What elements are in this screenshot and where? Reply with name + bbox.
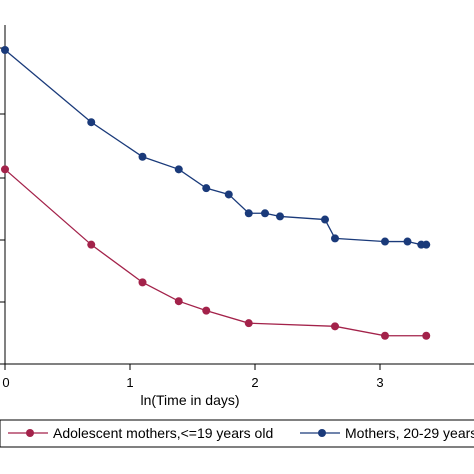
data-point: [1, 46, 9, 54]
data-point: [224, 190, 233, 199]
axes: [4, 25, 474, 365]
data-point: [244, 209, 253, 218]
series-line: [4, 49, 427, 246]
data-point: [174, 165, 183, 174]
legend: Adolescent mothers,<=19 years old Mothers…: [0, 419, 474, 448]
x-axis-title: ln(Time in days): [140, 392, 239, 408]
series-layer: [1, 46, 431, 340]
data-point: [1, 165, 9, 174]
data-point: [138, 278, 147, 287]
data-point: [202, 184, 211, 193]
data-point: [174, 297, 183, 306]
data-point: [331, 234, 339, 243]
data-point: [87, 118, 96, 127]
x-tick-label: 2: [251, 375, 258, 390]
series-2: [1, 46, 431, 249]
x-tick-label: 0: [2, 375, 9, 390]
data-point: [403, 237, 412, 246]
data-point: [422, 240, 431, 249]
legend-label: Adolescent mothers,<=19 years old: [53, 425, 273, 441]
data-point: [381, 237, 389, 246]
data-point: [261, 209, 269, 218]
legend-label: Mothers, 20-29 years: [345, 425, 474, 441]
data-point: [202, 306, 211, 315]
data-point: [87, 240, 96, 249]
x-tick-label: 1: [126, 375, 133, 390]
data-point: [422, 331, 431, 340]
legend-box: [0, 419, 474, 448]
legend-swatch-marker: [318, 429, 326, 437]
legend-swatch-marker: [26, 429, 34, 437]
data-point: [138, 152, 147, 161]
x-axis-ticks: 0 1 2 3: [2, 364, 384, 390]
y-axis-ticks: [0, 47, 5, 365]
series-1: [1, 165, 431, 340]
data-point: [381, 331, 389, 340]
data-point: [321, 215, 329, 224]
x-tick-label: 3: [376, 375, 383, 390]
data-point: [244, 319, 253, 328]
series-line: [4, 168, 427, 337]
data-point: [331, 322, 339, 331]
data-point: [276, 212, 284, 221]
